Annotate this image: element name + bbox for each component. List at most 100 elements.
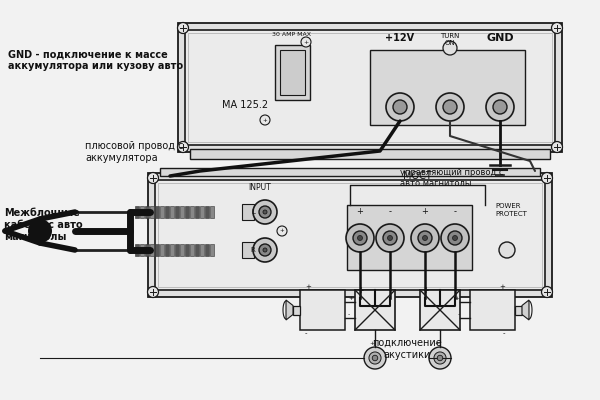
Circle shape bbox=[437, 355, 443, 361]
Text: +: + bbox=[434, 341, 440, 346]
Polygon shape bbox=[522, 300, 529, 320]
Circle shape bbox=[542, 172, 553, 184]
Bar bbox=[242, 204, 254, 220]
Bar bbox=[205, 244, 209, 256]
Circle shape bbox=[277, 226, 287, 236]
Circle shape bbox=[418, 231, 432, 245]
Bar bbox=[280, 50, 305, 95]
Circle shape bbox=[422, 236, 427, 240]
Text: POWER
PROTECT: POWER PROTECT bbox=[495, 204, 527, 216]
Circle shape bbox=[263, 210, 267, 214]
Bar bbox=[165, 244, 169, 256]
Text: 30 AMP MAX: 30 AMP MAX bbox=[272, 32, 311, 37]
Bar bbox=[155, 206, 159, 218]
Text: Межблочные
кабели с авто
магнитолы: Межблочные кабели с авто магнитолы bbox=[4, 208, 83, 242]
Text: -: - bbox=[503, 330, 505, 336]
Bar bbox=[420, 290, 460, 330]
Bar bbox=[145, 206, 149, 218]
Text: +: + bbox=[356, 207, 364, 216]
Text: +: + bbox=[370, 341, 374, 346]
Circle shape bbox=[493, 100, 507, 114]
Bar bbox=[242, 242, 254, 258]
Text: МОСТ: МОСТ bbox=[403, 171, 432, 181]
Text: подключение
акустики: подключение акустики bbox=[372, 338, 442, 360]
Text: -: - bbox=[389, 286, 391, 295]
Text: +: + bbox=[422, 286, 428, 295]
Circle shape bbox=[148, 172, 158, 184]
Circle shape bbox=[448, 231, 462, 245]
Bar bbox=[160, 206, 164, 218]
Circle shape bbox=[429, 347, 451, 369]
Bar bbox=[190, 206, 194, 218]
Text: +: + bbox=[305, 284, 311, 290]
Circle shape bbox=[551, 142, 563, 152]
Bar bbox=[205, 206, 209, 218]
Circle shape bbox=[372, 355, 378, 361]
Text: TURN
ON: TURN ON bbox=[440, 33, 460, 46]
Circle shape bbox=[178, 22, 188, 34]
Bar bbox=[190, 149, 550, 159]
Bar bbox=[148, 173, 552, 297]
Bar bbox=[158, 183, 542, 287]
Bar bbox=[275, 45, 310, 100]
Circle shape bbox=[259, 244, 271, 256]
Circle shape bbox=[301, 37, 311, 47]
Text: -: - bbox=[348, 312, 350, 317]
Bar bbox=[180, 206, 184, 218]
Text: +: + bbox=[263, 118, 268, 122]
Bar bbox=[135, 206, 139, 218]
Bar bbox=[145, 244, 149, 256]
Circle shape bbox=[346, 224, 374, 252]
Bar bbox=[210, 244, 214, 256]
Text: R: R bbox=[251, 247, 256, 253]
Text: -: - bbox=[458, 312, 460, 317]
Text: -: - bbox=[305, 330, 308, 336]
Circle shape bbox=[28, 219, 52, 243]
Circle shape bbox=[253, 238, 277, 262]
Bar bbox=[370, 50, 525, 125]
Circle shape bbox=[369, 352, 381, 364]
Bar bbox=[188, 33, 552, 142]
Bar bbox=[347, 205, 472, 270]
Text: MA 125.2: MA 125.2 bbox=[222, 100, 268, 110]
Bar bbox=[293, 306, 300, 314]
Bar bbox=[195, 244, 199, 256]
Bar bbox=[175, 206, 179, 218]
Circle shape bbox=[148, 286, 158, 298]
Circle shape bbox=[411, 224, 439, 252]
Bar bbox=[200, 206, 204, 218]
Circle shape bbox=[441, 224, 469, 252]
Circle shape bbox=[178, 142, 188, 152]
Bar bbox=[140, 244, 144, 256]
Bar bbox=[180, 244, 184, 256]
Text: -: - bbox=[454, 207, 457, 216]
Circle shape bbox=[551, 22, 563, 34]
Text: -: - bbox=[389, 207, 392, 216]
Text: -: - bbox=[454, 286, 457, 295]
Bar bbox=[175, 244, 179, 256]
Bar bbox=[150, 206, 154, 218]
Bar bbox=[185, 244, 189, 256]
Circle shape bbox=[376, 224, 404, 252]
Bar bbox=[155, 180, 545, 290]
Circle shape bbox=[260, 115, 270, 125]
Text: +: + bbox=[304, 40, 308, 44]
Bar bbox=[170, 244, 174, 256]
Circle shape bbox=[353, 231, 367, 245]
Bar bbox=[185, 206, 189, 218]
Polygon shape bbox=[286, 300, 293, 320]
Bar bbox=[200, 244, 204, 256]
Bar bbox=[185, 30, 555, 145]
Circle shape bbox=[499, 242, 515, 258]
Bar bbox=[355, 290, 395, 330]
Circle shape bbox=[253, 200, 277, 224]
Circle shape bbox=[443, 41, 457, 55]
Bar bbox=[140, 206, 144, 218]
Circle shape bbox=[364, 347, 386, 369]
Text: GND: GND bbox=[486, 33, 514, 43]
Text: +: + bbox=[348, 296, 353, 301]
Circle shape bbox=[542, 286, 553, 298]
Circle shape bbox=[434, 352, 446, 364]
Bar bbox=[515, 306, 522, 314]
Text: +: + bbox=[499, 284, 505, 290]
